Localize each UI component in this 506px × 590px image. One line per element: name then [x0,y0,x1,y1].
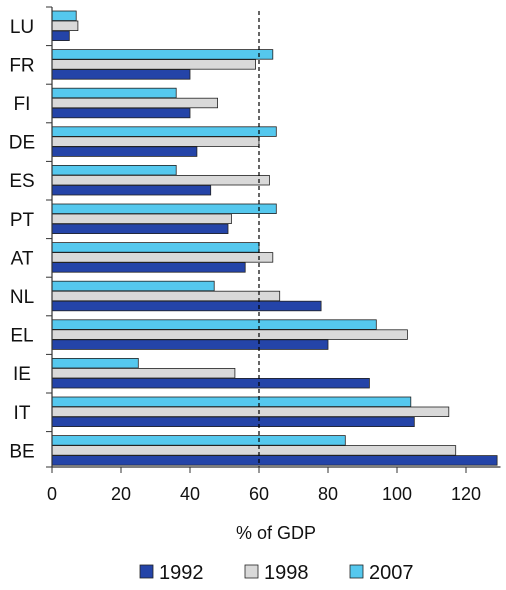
bar-be-1992 [51,455,498,466]
legend-label-2007: 2007 [369,562,414,584]
legend-swatch-1998 [244,564,259,579]
legend: 1992 1998 2007 [139,562,414,584]
axes-group: LU FR FI DE ES PT AT NL EL IE IT BE 0 20 40 60 80 100 120 [9,6,501,504]
x-tick-label-20: 20 [111,484,131,504]
category-label-nl: NL [10,287,34,308]
bar-lu-1992 [51,30,70,42]
bar-fi-1992 [51,107,191,119]
bar-de-2007 [51,126,277,137]
bar-es-1998 [51,174,270,186]
bar-ie-1998 [51,367,236,379]
bar-at-1998 [51,252,274,263]
bar-ie-2007 [51,357,139,369]
x-tick-label-0: 0 [47,484,57,504]
bar-fi-2007 [51,87,177,99]
legend-swatch-2007 [349,564,364,579]
category-label-be: BE [9,441,34,462]
legend-label-1992: 1992 [159,562,204,584]
x-tick-label-120: 120 [451,484,481,504]
bar-fr-2007 [51,49,274,60]
bar-fr-1998 [51,59,257,70]
category-label-fr: FR [9,55,34,76]
bar-es-1992 [51,184,212,196]
bar-nl-1998 [51,290,281,302]
x-tick-label-80: 80 [318,484,338,504]
category-label-de: DE [9,133,35,154]
bar-es-2007 [51,164,177,176]
bar-fi-1998 [51,97,219,109]
category-label-fi: FI [14,94,31,115]
bar-nl-2007 [51,280,215,292]
x-tick-label-100: 100 [382,484,412,504]
bar-lu-1998 [51,20,79,32]
category-label-es: ES [9,171,34,192]
category-label-at: AT [11,248,34,269]
bar-lu-2007 [51,10,77,22]
bar-at-2007 [51,242,260,253]
bar-fr-1992 [51,69,191,80]
bar-el-1998 [51,329,408,340]
bar-el-1992 [51,339,329,350]
legend-swatch-1992 [139,564,154,579]
bars-group [51,10,498,466]
bar-el-2007 [51,319,377,330]
bar-nl-1992 [51,300,322,312]
bar-at-1992 [51,262,246,273]
x-tick-label-40: 40 [180,484,200,504]
bar-it-1998 [51,406,450,418]
category-label-it: IT [14,403,31,424]
category-label-lu: LU [10,17,34,38]
category-label-pt: PT [10,210,35,231]
bar-it-1992 [51,416,415,428]
bar-de-1998 [51,136,260,147]
category-label-el: EL [10,326,33,347]
bar-be-2007 [51,435,346,446]
x-axis-title: % of GDP [236,523,316,543]
bar-de-1992 [51,146,198,157]
bar-it-2007 [51,396,412,408]
bar-ie-1992 [51,377,370,389]
bar-pt-1998 [51,213,232,225]
category-label-ie: IE [13,364,31,385]
x-tick-label-60: 60 [249,484,269,504]
bar-pt-1992 [51,223,229,235]
legend-label-1998: 1998 [264,562,309,584]
bar-pt-2007 [51,203,277,215]
bar-be-1998 [51,445,457,456]
